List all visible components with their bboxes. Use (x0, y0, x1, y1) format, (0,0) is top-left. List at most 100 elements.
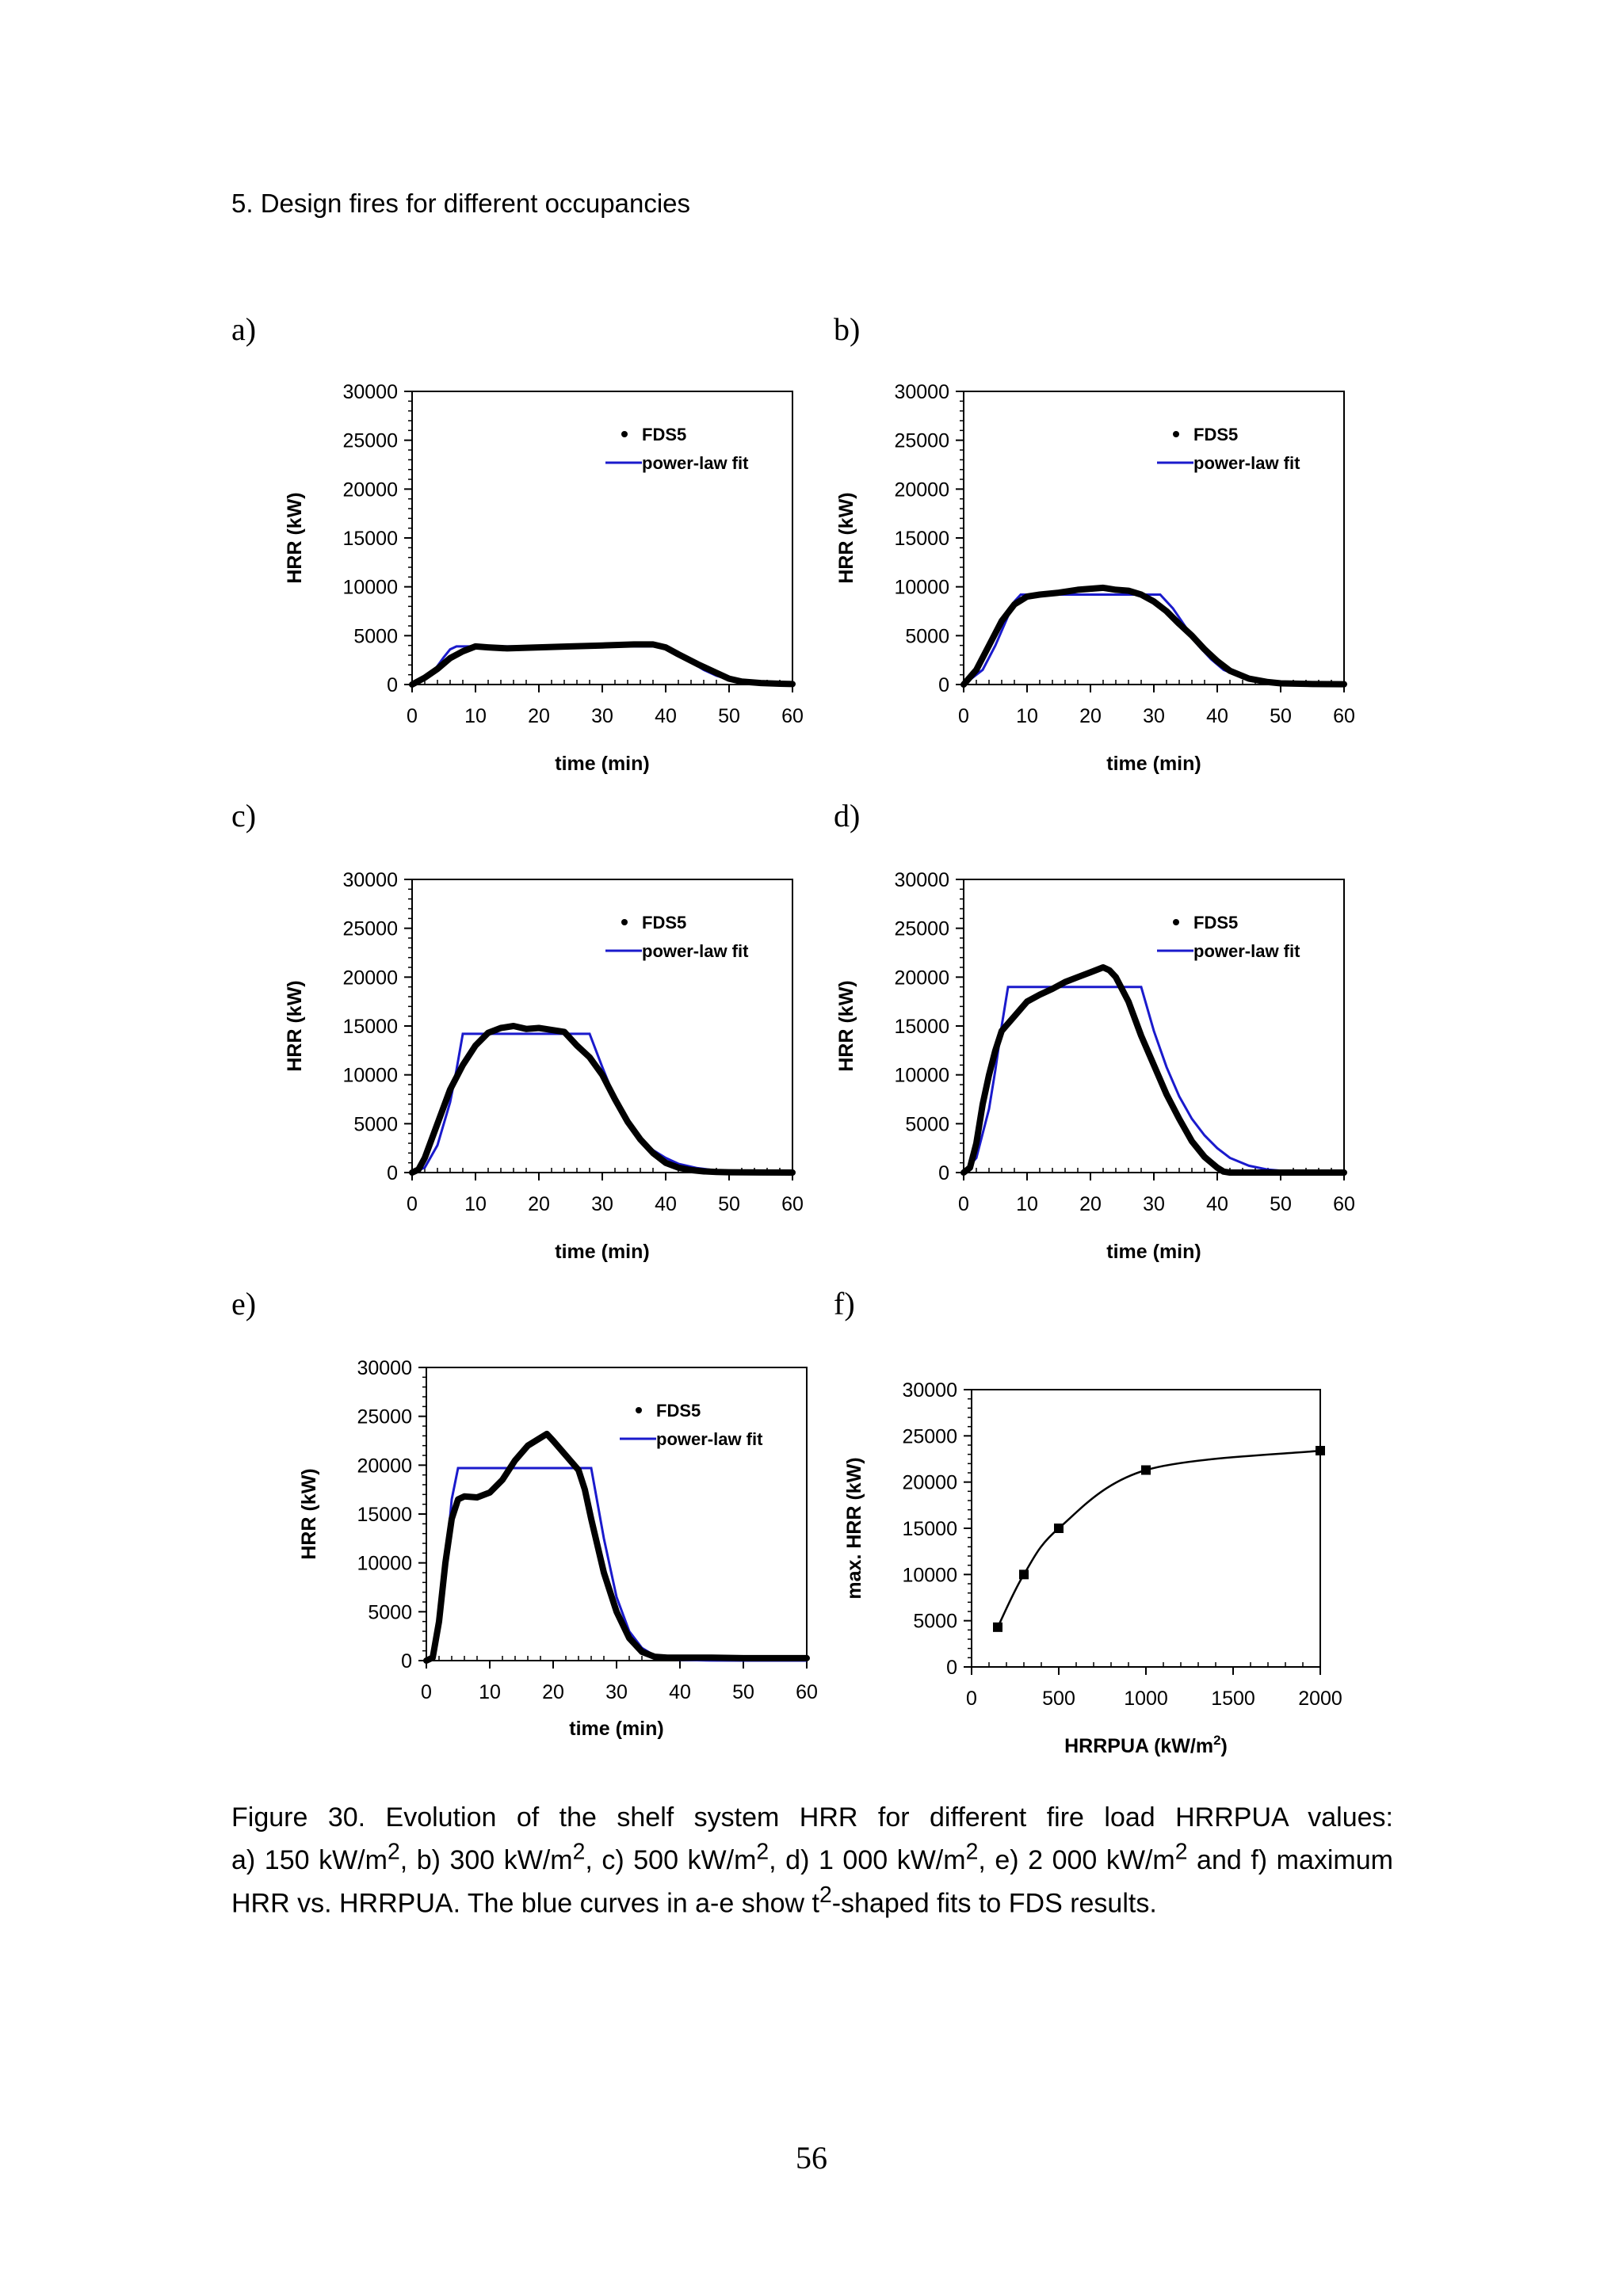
chart-b: 0 5000 10000 15000 20000 25000 30000 0 10 20 30 40 5… (835, 381, 1355, 775)
x-tick-label: 10 (479, 1681, 501, 1703)
x-axis-title: time (min) (1106, 1241, 1201, 1263)
page-header: 5. Design fires for different occupancie… (231, 189, 691, 218)
y-tick-label: 25000 (902, 1425, 957, 1447)
data-point-max-hrr (1316, 1446, 1325, 1455)
series-line-fds5 (960, 584, 1347, 688)
x-tick-label: 0 (966, 1688, 977, 1710)
x-tick-label: 40 (669, 1681, 691, 1703)
x-axis-title: time (min) (1106, 753, 1201, 775)
figure-caption: Figure 30. Evolution of the shelf system… (231, 1800, 1393, 1921)
y-tick-label: 25000 (357, 1406, 412, 1428)
x-axis-title: time (min) (555, 1241, 649, 1263)
series-line-fds5 (409, 641, 796, 688)
x-tick-label: 20 (542, 1681, 564, 1703)
x-tick-label: 10 (464, 705, 487, 727)
y-tick-label: 0 (387, 674, 398, 696)
x-tick-label: 50 (718, 1193, 740, 1215)
caption-line-2: a) 150 kW/m2, b) 300 kW/m2, c) 500 kW/m2… (231, 1840, 1393, 1876)
y-tick-label: 0 (401, 1650, 412, 1672)
x-tick-label: 40 (1206, 1193, 1228, 1215)
x-tick-label: 20 (528, 705, 550, 727)
y-tick-label: 5000 (353, 1113, 398, 1135)
x-tick-label: 60 (796, 1681, 818, 1703)
y-tick-label: 20000 (894, 479, 949, 501)
panel-label-a: a) (231, 311, 257, 347)
legend-marker-fds5 (1173, 431, 1179, 437)
x-tick-label: 500 (1042, 1688, 1075, 1710)
y-tick-label: 0 (387, 1162, 398, 1184)
plot-frame (963, 391, 1345, 685)
x-tick-label: 50 (718, 705, 740, 727)
x-tick-label: 60 (1333, 705, 1355, 727)
y-tick-label: 15000 (894, 528, 949, 550)
y-tick-label: 25000 (894, 430, 949, 452)
y-tick-label: 5000 (368, 1601, 412, 1623)
x-tick-label: 40 (1206, 705, 1228, 727)
y-tick-label: 10000 (342, 1065, 398, 1087)
x-tick-label: 50 (732, 1681, 754, 1703)
y-tick-label: 20000 (902, 1472, 957, 1494)
y-tick-label: 15000 (894, 1016, 949, 1038)
y-tick-label: 5000 (905, 625, 949, 647)
panel-label-f: f) (834, 1286, 855, 1322)
y-tick-label: 20000 (357, 1455, 412, 1477)
x-tick-label: 20 (1079, 705, 1102, 727)
caption-line-1: Figure 30. Evolution of the shelf system… (231, 1802, 1393, 1833)
y-tick-label: 25000 (342, 430, 398, 452)
y-tick-label: 10000 (902, 1564, 957, 1586)
y-tick-label: 15000 (342, 1016, 398, 1038)
series-line-power-law-fit (962, 986, 1345, 1174)
x-tick-label: 60 (781, 705, 804, 727)
x-tick-label: 0 (958, 1193, 969, 1215)
y-tick-label: 30000 (357, 1357, 412, 1379)
y-tick-label: 30000 (902, 1379, 957, 1402)
legend-label-power-law-fit: power-law fit (642, 453, 749, 473)
x-tick-label: 0 (421, 1681, 432, 1703)
x-tick-label: 1500 (1211, 1688, 1255, 1710)
x-tick-label: 30 (591, 705, 613, 727)
series-line-fds5 (960, 964, 1347, 1176)
legend-label-fds5: FDS5 (1193, 913, 1238, 933)
legend-marker-fds5 (636, 1407, 642, 1413)
panel-label-e: e) (231, 1286, 257, 1322)
y-axis-title: HRR (kW) (298, 1468, 320, 1559)
legend-label-fds5: FDS5 (642, 913, 686, 933)
panel-label-b: b) (834, 311, 861, 347)
x-tick-label: 40 (655, 705, 677, 727)
legend-marker-fds5 (1173, 919, 1179, 925)
x-tick-label: 60 (781, 1193, 804, 1215)
x-tick-label: 50 (1270, 1193, 1292, 1215)
y-tick-label: 10000 (342, 577, 398, 599)
x-tick-label: 30 (1143, 705, 1165, 727)
panel-label-c: c) (231, 798, 257, 833)
x-tick-label: 40 (655, 1193, 677, 1215)
y-tick-label: 20000 (342, 967, 398, 989)
y-tick-label: 5000 (905, 1113, 949, 1135)
plot-frame (971, 1389, 1321, 1668)
y-tick-label: 30000 (342, 869, 398, 891)
y-tick-label: 15000 (902, 1518, 957, 1540)
caption-line-3: HRR vs. HRRPUA. The blue curves in a-e s… (231, 1882, 1157, 1919)
series-line-power-law-fit (963, 593, 1345, 686)
legend-label-fds5: FDS5 (642, 425, 686, 444)
y-tick-label: 30000 (894, 381, 949, 403)
plot-frame (411, 879, 793, 1173)
chart-a: 0 5000 10000 15000 20000 25000 30000 0 10 20 30 40 5… (284, 381, 804, 775)
y-tick-label: 15000 (357, 1504, 412, 1526)
legend-label-fds5: FDS5 (1193, 425, 1238, 444)
y-tick-label: 15000 (342, 528, 398, 550)
y-tick-label: 0 (938, 674, 949, 696)
y-tick-label: 10000 (357, 1553, 412, 1575)
y-tick-label: 20000 (342, 479, 398, 501)
x-tick-label: 30 (1143, 1193, 1165, 1215)
series-line-fds5 (423, 1430, 810, 1664)
x-tick-label: 10 (1016, 705, 1038, 727)
y-tick-label: 5000 (353, 625, 398, 647)
chart-d: 0 5000 10000 15000 20000 25000 30000 0 10 20 30 40 5… (835, 869, 1355, 1263)
y-axis-title: HRR (kW) (835, 492, 857, 583)
x-axis-title: time (min) (569, 1718, 663, 1740)
chart-c: 0 5000 10000 15000 20000 25000 30000 0 10 20 30 40 5… (284, 869, 804, 1263)
data-point-max-hrr (1141, 1465, 1151, 1475)
y-tick-label: 30000 (342, 381, 398, 403)
x-tick-label: 50 (1270, 705, 1292, 727)
